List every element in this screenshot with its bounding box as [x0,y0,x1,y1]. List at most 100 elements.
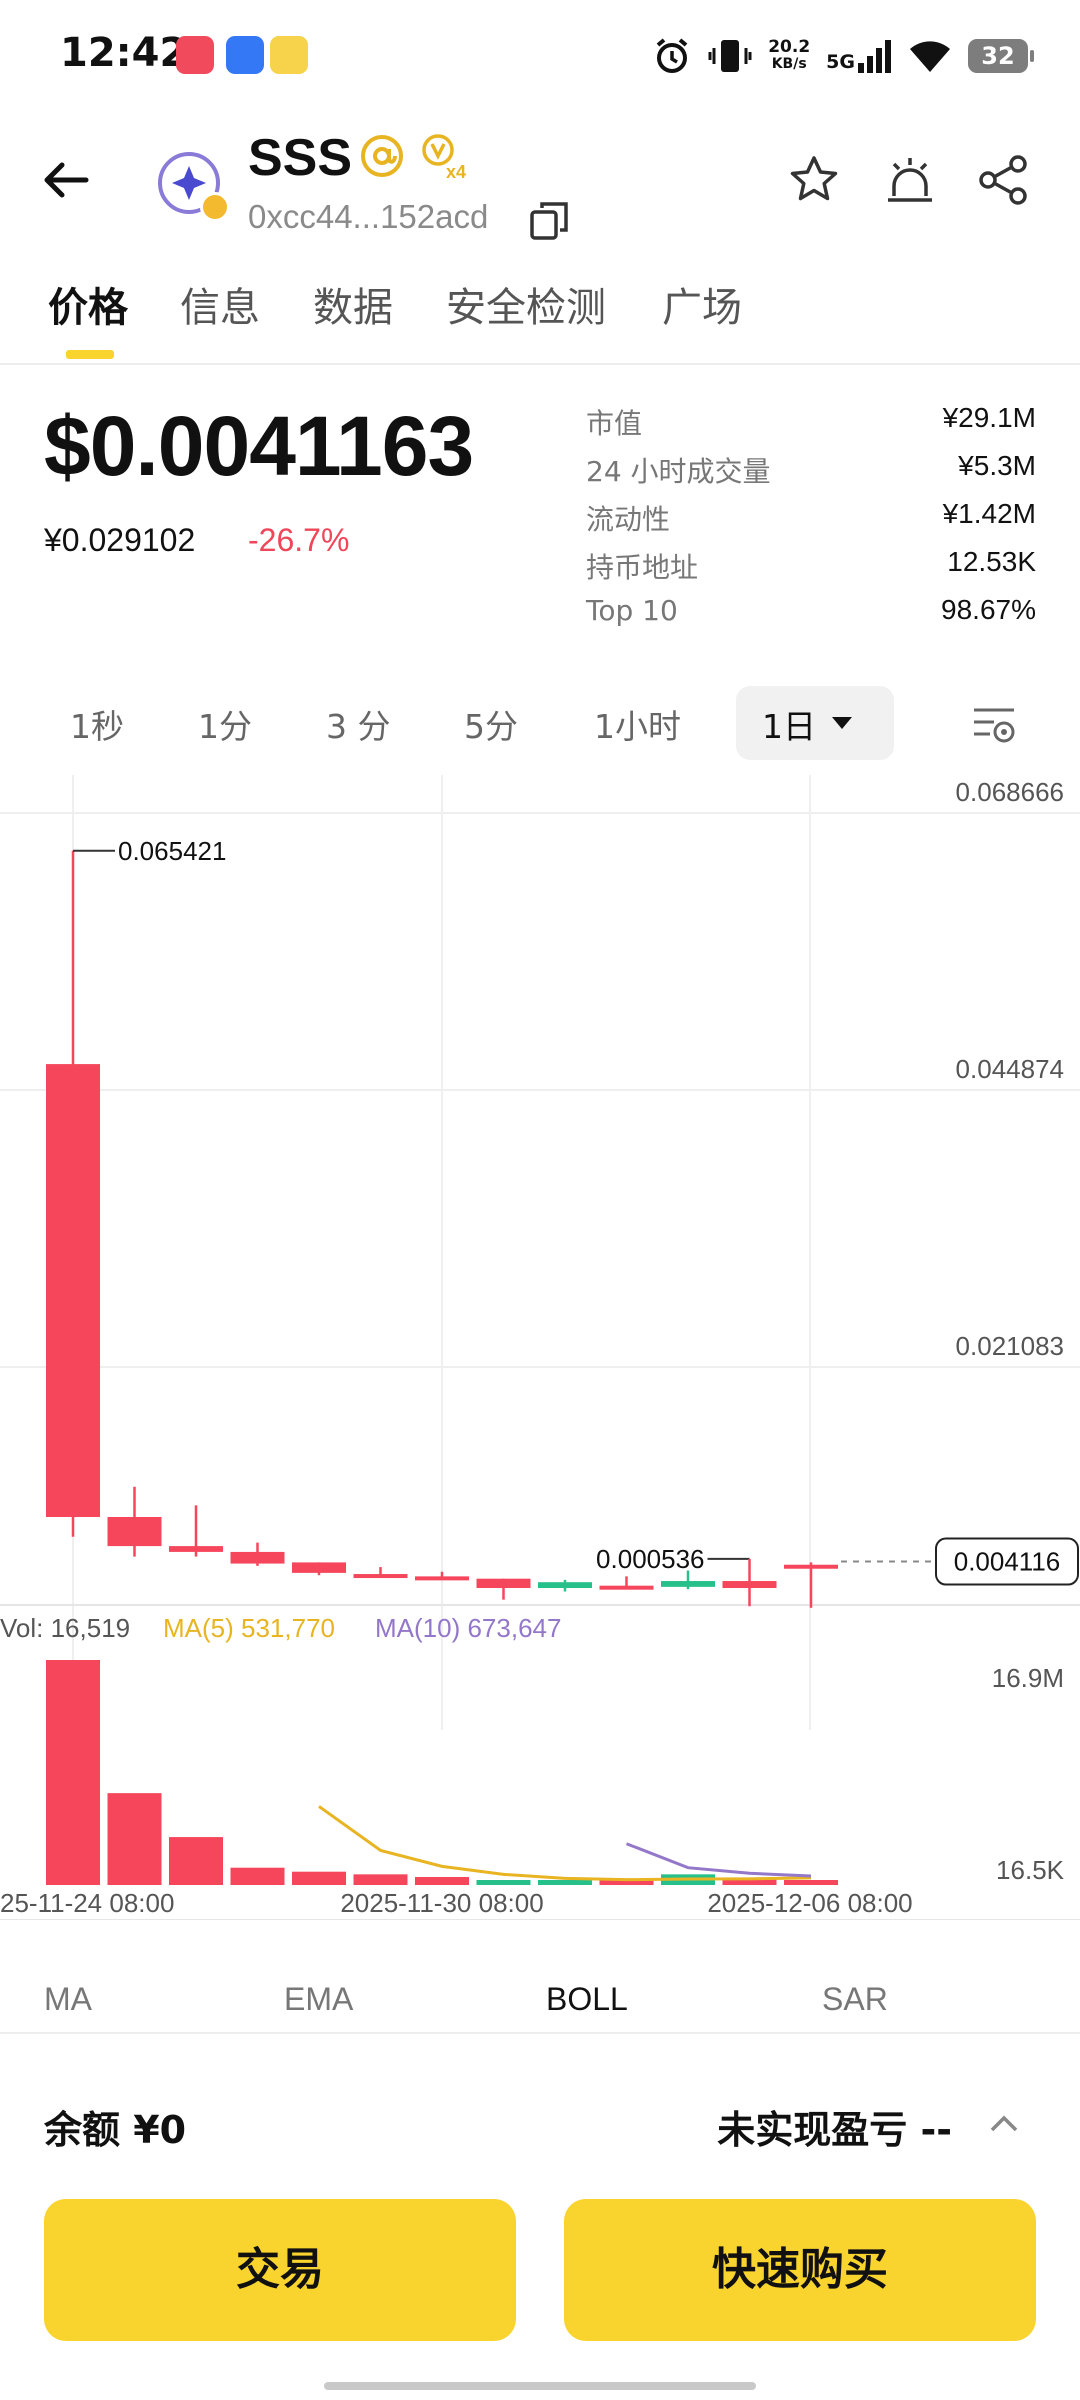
volume-ma10-line [625,1842,812,1878]
app-notification-icon [176,36,214,74]
back-arrow-icon[interactable] [36,150,96,210]
candlestick-chart-svg: 0.068666 0.044874 0.021083 0.065421 0.000536… [0,775,1080,1920]
tab-price[interactable]: 价格 [48,285,128,331]
stat-value: ¥1.42M [942,498,1036,529]
stat-liquidity: 流动性 ¥1.42M [586,494,1036,542]
chevron-up-icon[interactable] [986,2106,1022,2142]
volume-ma10-label: MA(10) 673,647 [375,1613,561,1643]
volume-bar [46,1660,100,1885]
baidu-notification-icon [226,36,264,74]
chart-settings-icon[interactable] [970,702,1018,746]
unrealized-pnl[interactable]: 未实现盈亏 -- [717,2108,952,2152]
contract-address: 0xcc44...152acd [248,198,489,235]
price-axis-tick: 0.021083 [956,1331,1064,1361]
candle-body [476,1578,531,1589]
trade-panel: 余额 ¥0 未实现盈亏 -- 交易 快速购买 [0,2032,1080,2400]
volume-bar [476,1880,531,1885]
interval-5m[interactable]: 5分 [464,707,518,746]
stat-market-cap: 市值 ¥29.1M [586,398,1036,446]
low-price-label: 0.000536 [596,1544,704,1574]
interval-1h[interactable]: 1小时 [594,707,681,746]
token-stats: 市值 ¥29.1M 24 小时成交量 ¥5.3M 流动性 ¥1.42M 持币地址 12.… [586,398,1036,638]
token-header: SSS x4 0xcc44...152acd [0,120,1080,250]
price-chart[interactable]: 0.068666 0.044874 0.021083 0.065421 0.000536… [0,775,1080,1920]
volume-ma5-label: MA(5) 531,770 [163,1613,335,1643]
interval-1s[interactable]: 1秒 [70,707,124,746]
status-bar: 12:42 20.2 KB/s 5G 32 [0,0,1080,110]
volume-bar [292,1871,346,1885]
candle-body [415,1576,469,1581]
quick-buy-button[interactable]: 快速购买 [564,2199,1036,2341]
candle-body [230,1551,285,1564]
volume-bar [169,1837,223,1885]
alarm-icon [656,38,688,73]
interval-selector: 1秒 1分 3 分 5分 1小时 1日 [0,680,1080,764]
last-price-label: 0.004116 [954,1547,1061,1577]
volume-axis-tick: 16.5K [996,1855,1065,1885]
candle-body [353,1574,408,1579]
share-icon[interactable] [976,152,1032,208]
stat-label: 24 小时成交量 [586,455,771,488]
alert-siren-icon[interactable] [882,152,938,208]
stat-label: 持币地址 [586,551,699,584]
battery-icon: 32 [968,39,1034,73]
vibrate-icon [708,40,752,72]
verified-multiplier-icon: x4 [422,134,466,180]
candle-body [107,1516,162,1547]
tab-data[interactable]: 数据 [313,285,393,331]
high-price-label: 0.065421 [118,836,226,866]
tab-info[interactable]: 信息 [180,285,260,331]
price-axis-tick: 0.044874 [956,1054,1064,1084]
candle-body [46,1064,100,1517]
main-tabs: 价格 信息 数据 安全检测 广场 [0,265,1080,365]
signal-icon: 5G [826,39,892,73]
time-axis-tick: 2025-11-30 08:00 [340,1888,543,1918]
interval-selected-label: 1日 [762,707,816,746]
volume-bar [415,1877,469,1885]
indicator-ma[interactable]: MA [44,1981,92,2017]
app-notification-icon-2 [270,36,308,74]
price-cny: ¥0.029102 [44,522,196,558]
svg-text:x4: x4 [446,162,466,180]
volume-bar [538,1880,592,1885]
volume-bar [353,1874,408,1885]
stat-24h-volume: 24 小时成交量 ¥5.3M [586,446,1036,494]
network-type: 5G [826,51,855,73]
candle-body [722,1581,777,1589]
stat-holders: 持币地址 12.53K [586,542,1036,590]
copy-icon[interactable] [528,198,572,242]
time-axis-tick: 2025-12-06 08:00 [707,1888,912,1918]
bsc-chain-badge [200,192,230,222]
volume-bar [107,1793,162,1885]
star-icon[interactable] [786,152,842,208]
candle-body [169,1546,223,1552]
candle-body [661,1581,715,1587]
stat-label: Top 10 [586,594,678,627]
stat-value: ¥29.1M [942,402,1036,433]
indicator-boll[interactable]: BOLL [546,1981,628,2017]
interval-1m[interactable]: 1分 [198,707,252,746]
stat-value: 12.53K [947,546,1036,577]
active-tab-indicator [66,350,114,359]
stat-label: 市值 [586,407,643,440]
volume-bar [230,1867,285,1885]
candle-body [784,1564,838,1569]
volume-axis-tick: 16.9M [992,1663,1064,1693]
indicator-ema[interactable]: EMA [284,1981,354,2017]
price-axis-tick: 0.068666 [956,777,1064,807]
interval-3m[interactable]: 3 分 [326,707,391,746]
indicator-sar[interactable]: SAR [822,1981,888,2017]
volume-bar [784,1880,838,1885]
at-mention-icon[interactable] [360,134,404,178]
status-icons: 20.2 KB/s 5G 32 [652,32,1034,80]
volume-ma5-line [318,1805,812,1882]
wifi-icon [910,41,950,72]
stat-top10: Top 10 98.67% [586,590,1036,638]
tab-security-check[interactable]: 安全检测 [446,285,606,331]
interval-1d-dropdown[interactable]: 1日 [736,686,894,760]
stat-value: ¥5.3M [958,450,1036,481]
indicator-tabs: MA EMA BOLL SAR [0,1975,1080,2031]
tab-square[interactable]: 广场 [662,285,742,331]
trade-button[interactable]: 交易 [44,2199,516,2341]
network-speed: 20.2 KB/s [768,37,811,73]
